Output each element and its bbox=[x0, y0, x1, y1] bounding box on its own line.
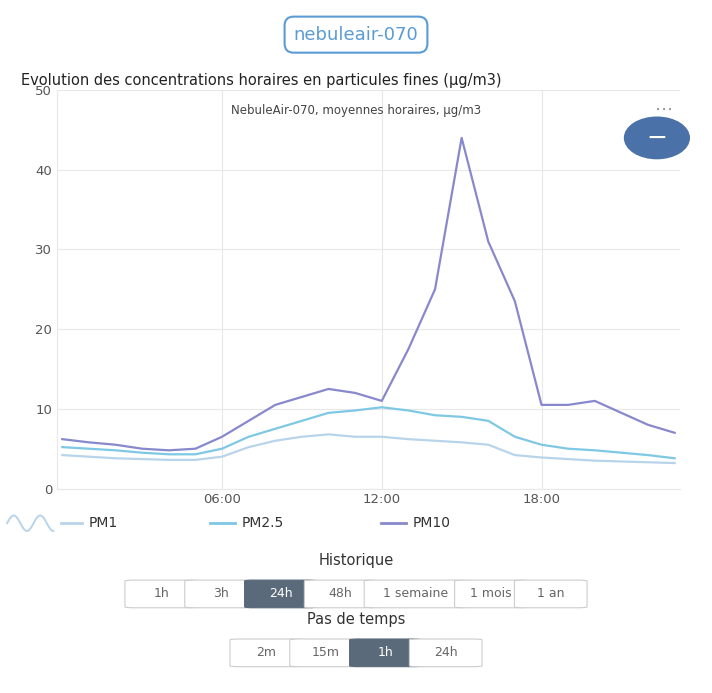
FancyBboxPatch shape bbox=[409, 639, 482, 667]
Text: 3h: 3h bbox=[213, 588, 229, 600]
FancyBboxPatch shape bbox=[304, 580, 377, 608]
Text: PM1: PM1 bbox=[89, 516, 118, 530]
Text: 15m: 15m bbox=[312, 647, 340, 659]
Text: −: − bbox=[646, 126, 667, 150]
Text: Evolution des concentrations horaires en particules fines (µg/m3): Evolution des concentrations horaires en… bbox=[21, 73, 502, 88]
Text: 1h: 1h bbox=[378, 647, 394, 659]
FancyBboxPatch shape bbox=[244, 580, 317, 608]
FancyBboxPatch shape bbox=[350, 639, 422, 667]
Text: 2m: 2m bbox=[256, 647, 276, 659]
Text: 1 an: 1 an bbox=[537, 588, 565, 600]
Text: NebuleAir-070, moyennes horaires, µg/m3: NebuleAir-070, moyennes horaires, µg/m3 bbox=[231, 104, 481, 117]
FancyBboxPatch shape bbox=[290, 639, 362, 667]
Text: 24h: 24h bbox=[269, 588, 293, 600]
Text: Historique: Historique bbox=[318, 553, 394, 568]
Text: PM10: PM10 bbox=[413, 516, 451, 530]
FancyBboxPatch shape bbox=[230, 639, 303, 667]
Text: 24h: 24h bbox=[434, 647, 458, 659]
Text: 48h: 48h bbox=[329, 588, 352, 600]
Circle shape bbox=[624, 117, 689, 159]
Text: 1 mois: 1 mois bbox=[470, 588, 512, 600]
FancyBboxPatch shape bbox=[514, 580, 587, 608]
Text: Pas de temps: Pas de temps bbox=[307, 612, 405, 626]
Text: 1 semaine: 1 semaine bbox=[383, 588, 449, 600]
Text: PM2.5: PM2.5 bbox=[242, 516, 284, 530]
FancyBboxPatch shape bbox=[125, 580, 197, 608]
Text: ⋯: ⋯ bbox=[654, 101, 672, 119]
FancyBboxPatch shape bbox=[364, 580, 467, 608]
FancyBboxPatch shape bbox=[184, 580, 257, 608]
Text: nebuleair-070: nebuleair-070 bbox=[293, 26, 419, 44]
Text: 1h: 1h bbox=[153, 588, 169, 600]
FancyBboxPatch shape bbox=[454, 580, 527, 608]
